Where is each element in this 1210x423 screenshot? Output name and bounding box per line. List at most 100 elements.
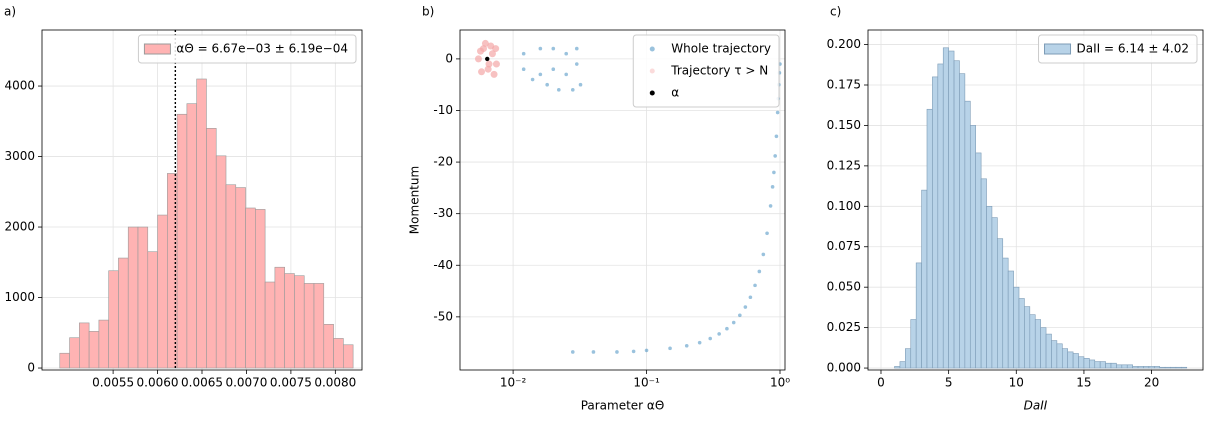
y-axis-label: Momentum [408,166,422,234]
panel: b) 10⁻² 10⁻¹ 10⁰ 0 -10 -20 -30 -40 -50 Parameter α… [408,5,791,413]
hist-bar [905,348,912,369]
scatter-point [538,72,543,77]
x-tick-label: 0.0060 [137,376,179,390]
hist-bar [1029,314,1036,369]
hist-bar [59,352,70,369]
scatter-point [492,60,500,68]
legend-box [137,34,357,64]
panel: c) 0 5 10 15 20 0.000 0.025 0.050 0.075 0.100 0.125… [827,5,1204,413]
x-tick-label: 0.0055 [92,376,134,390]
scatter-point [615,350,619,354]
scatter-point [488,50,496,58]
scatter-point [631,349,636,354]
hist-bar [997,238,1004,369]
hist-bar [1078,356,1085,369]
hist-bar [264,281,276,369]
hist-bar [1137,366,1144,369]
legend-label: α [671,86,679,100]
y-tick-label: 0.025 [827,320,861,334]
y-tick-label: 0 [27,361,35,375]
y-tick-label: -40 [433,258,453,272]
legend: αΘ = 6.67e−03 ± 6.19e−04 [137,34,357,64]
x-axis-label: DaII [1024,399,1048,413]
hist-bar [1148,366,1155,369]
hist-bar [294,275,305,369]
panel: a) 0.0055 0.0060 0.0065 0.0070 0.0075 0.0080 0 1… [4,5,363,390]
hist-bar [1105,362,1112,369]
hist-bar [1018,298,1025,369]
hist-bar [1083,358,1090,369]
scatter-point [570,350,575,354]
hist-bar [942,47,949,369]
y-tick-label: 0.100 [827,199,861,213]
y-tick-label: 2000 [4,220,35,234]
hist-bar [1143,366,1150,369]
hist-bar [1072,353,1079,369]
hist-bar [137,226,149,369]
y-tick-label: 0.075 [827,239,861,253]
scatter-point [551,67,556,72]
hist-bar [333,338,344,369]
scatter-point [578,82,583,87]
hist-bar [1007,270,1014,369]
x-tick-label: 0.0075 [270,376,312,390]
x-tick-label: 0.0080 [314,376,356,390]
scatter-point [477,47,485,55]
scatter-point [644,348,649,353]
hist-bar [186,103,197,369]
hist-bar [1056,343,1063,369]
hist-bar [98,319,109,369]
scatter-point [557,88,561,92]
y-tick-label: 0.200 [827,37,861,51]
hist-bar [323,324,334,369]
legend-label: αΘ = 6.67e−03 ± 6.19e−04 [176,42,348,56]
hist-bar [1040,327,1047,369]
hist-bar [921,189,928,369]
hist-bar [1013,286,1020,369]
hist-bar [79,322,90,369]
panel-label: a) [4,5,16,19]
legend-swatch [143,43,171,55]
scatter-point [551,46,556,51]
hist-bar [1094,361,1101,369]
hist-bar [932,76,939,369]
hist-bar [1034,319,1041,369]
scatter-point [774,134,779,139]
hist-bar [1061,348,1069,369]
legend-swatch [1044,43,1072,55]
scatter-point [743,305,748,309]
hist-bar [1121,364,1128,369]
hist-bar [975,152,982,369]
hist-bar [245,207,256,369]
scatter-point [697,340,702,345]
hist-bar [1153,366,1161,369]
legend-marker [649,68,655,74]
scatter-point [772,170,776,175]
scatter-point [775,110,780,115]
scatter-point [484,65,492,73]
x-tick-label: 20 [1144,376,1159,390]
legend-label: DaII = 6.14 ± 4.02 [1077,42,1189,56]
y-tick-label: -30 [433,206,453,220]
panel-label: c) [830,5,841,19]
hist-bar [157,214,168,369]
scatter-point [478,68,486,76]
scatter-point [492,45,500,53]
hist-bar [235,187,246,369]
hist-bar [1175,366,1182,369]
y-tick-label: 0.150 [827,118,861,132]
hist-bar [255,209,266,369]
scatter-point [485,60,493,68]
hist-bar [991,217,998,369]
hist-bar [1126,364,1133,369]
scatter-point [564,72,569,77]
x-tick-label: 10⁻² [500,376,527,390]
x-tick-label: 10 [1009,376,1024,390]
scatter-point [521,51,526,56]
hist-bar [127,226,139,369]
scatter-point [564,51,569,56]
x-tick-label: 10⁰ [770,376,790,390]
hist-bar [1099,361,1106,369]
x-tick-label: 0.0065 [181,376,223,390]
